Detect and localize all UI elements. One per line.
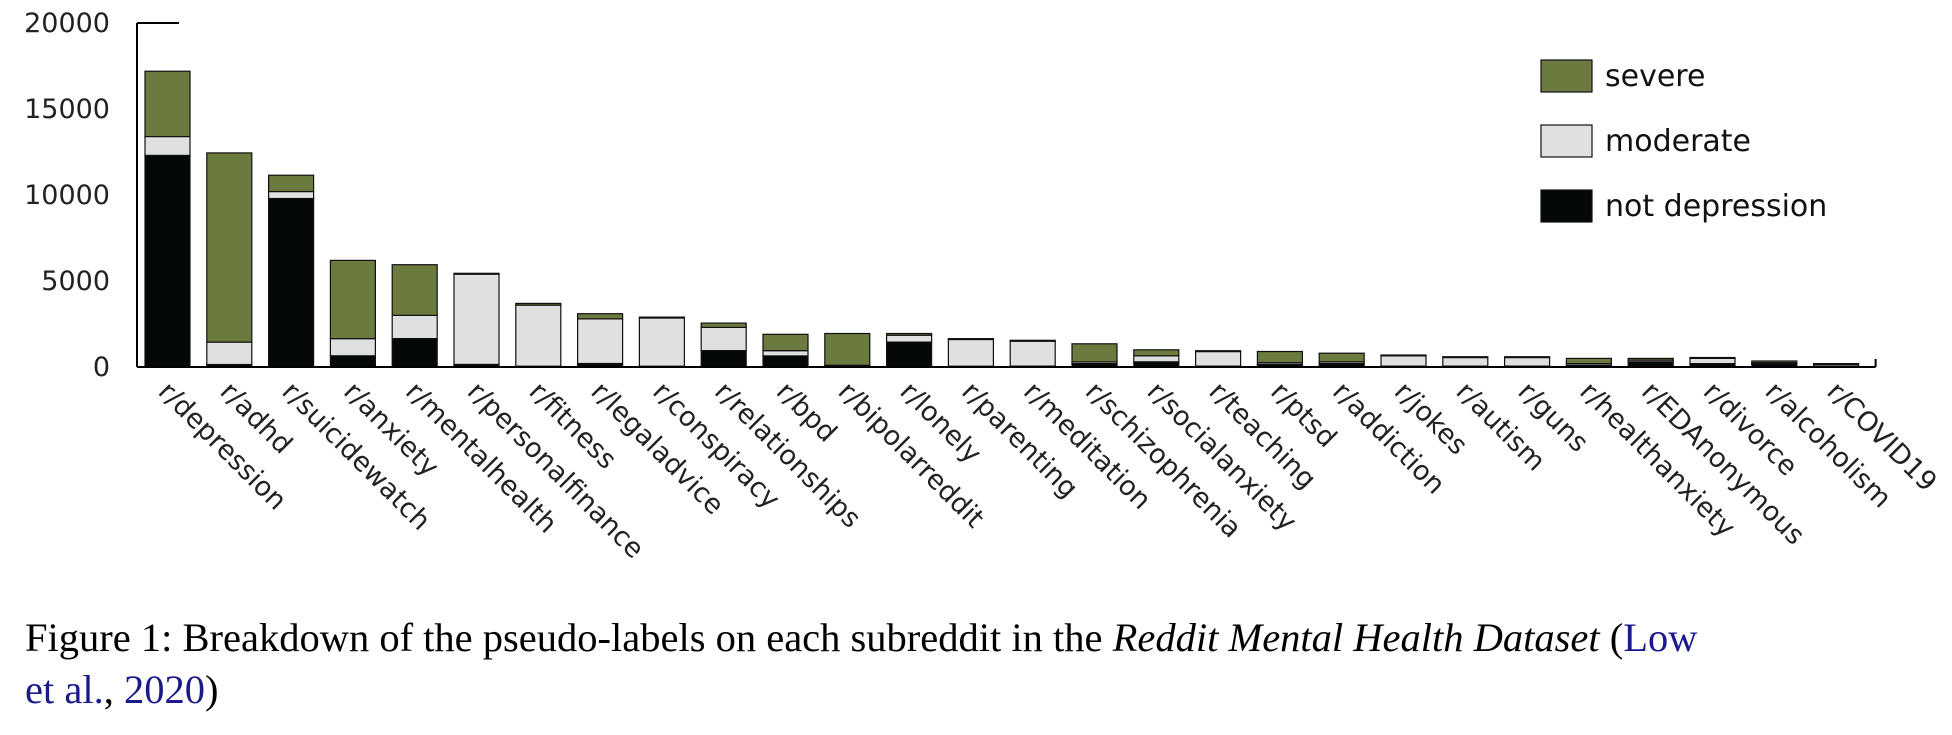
legend-swatch-moderate <box>1540 124 1593 158</box>
bar-segment-moderate <box>329 338 376 357</box>
bar-segment-moderate <box>638 317 686 367</box>
bar-segment-severe <box>1194 350 1242 353</box>
bar-segment-severe <box>824 332 871 366</box>
bar-segment-not-depression <box>391 338 438 368</box>
bar-segment-moderate <box>1380 355 1427 367</box>
bar-segment-severe <box>947 338 995 341</box>
legend-label-severe: severe <box>1605 59 1705 94</box>
citation-link-author[interactable]: Low <box>1623 615 1698 660</box>
chart: 0 5000 10000 15000 20000 r/depression r/adhd r/… <box>24 8 1942 565</box>
caption-open-paren: ( <box>1599 615 1624 660</box>
bar-segment-moderate <box>1009 340 1056 367</box>
stacked-bar-chart: 05000100001500020000r/depressionr/adhdr/… <box>24 8 1942 565</box>
bar-segment-moderate <box>206 341 253 366</box>
caption-comma: , <box>103 667 124 712</box>
bar-segment-moderate <box>1442 356 1489 367</box>
figure-caption: Figure 1: Breakdown of the pseudo-labels… <box>25 612 1935 716</box>
caption-dataset-title: Reddit Mental Health Dataset <box>1112 615 1600 660</box>
y-tick-label: 20000 <box>24 8 110 39</box>
legend-swatch-severe <box>1540 59 1593 93</box>
bar-segment-severe <box>1689 356 1736 359</box>
bar-segment-not-depression <box>762 355 809 368</box>
bar-segment-severe <box>1009 339 1056 342</box>
bar-segment-moderate <box>453 273 500 366</box>
bar-segment-moderate <box>268 191 315 200</box>
bar-segment-moderate <box>947 338 995 367</box>
bar-segment-severe <box>1751 360 1798 364</box>
bar-segment-severe <box>1565 357 1613 365</box>
bar-segment-severe <box>1256 350 1304 364</box>
bar-segment-not-depression <box>700 350 747 368</box>
bar-segment-moderate <box>762 350 809 357</box>
bar-segment-severe <box>453 272 500 275</box>
bar-segment-moderate <box>515 304 562 367</box>
bar-segment-severe <box>762 333 809 352</box>
bar-segment-not-depression <box>268 197 315 368</box>
legend-label-not-depression: not depression <box>1605 189 1827 224</box>
caption-close-paren: ) <box>204 667 219 712</box>
y-tick-label: 10000 <box>24 180 110 211</box>
bar-segment-moderate <box>885 334 933 343</box>
bar-segment-severe <box>1627 357 1674 361</box>
bar-segment-severe <box>268 174 315 193</box>
y-tick-label: 15000 <box>24 94 110 125</box>
bar-segment-not-depression <box>329 355 376 368</box>
bar-segment-severe <box>638 316 686 319</box>
bar-segment-severe <box>885 332 933 336</box>
legend-swatch-not-depression <box>1540 189 1593 223</box>
bar-segment-severe <box>1071 343 1118 363</box>
bar-segment-moderate <box>1133 355 1180 363</box>
bar-segment-moderate <box>1503 356 1551 367</box>
bar-segment-not-depression <box>885 341 933 368</box>
bar-segment-moderate <box>576 318 624 365</box>
legend-label-moderate: moderate <box>1605 124 1751 159</box>
y-tick-label: 0 <box>93 352 110 383</box>
bar-segment-moderate <box>1689 357 1736 365</box>
bar-segment-severe <box>1133 349 1180 357</box>
bar-segment-severe <box>515 302 562 306</box>
citation-link-etal[interactable]: et al. <box>25 667 104 712</box>
bar-segment-moderate <box>391 314 438 340</box>
bar-segment-moderate <box>700 326 747 352</box>
y-tick-label: 5000 <box>41 266 110 297</box>
bar-segment-not-depression <box>144 154 191 368</box>
bar-segment-severe <box>329 259 376 340</box>
bar-segment-severe <box>1503 356 1551 359</box>
bar-segment-moderate <box>144 135 191 156</box>
bar-segment-severe <box>206 152 253 343</box>
bar-segment-moderate <box>1194 350 1242 367</box>
bar-segment-severe <box>144 70 191 138</box>
bar-segment-severe <box>1812 363 1860 366</box>
bar-segment-severe <box>576 313 624 320</box>
bars-layer <box>144 70 1860 368</box>
bar-segment-severe <box>391 264 438 317</box>
legend: severe moderate not depression <box>1540 59 1827 224</box>
citation-link-year[interactable]: 2020 <box>123 667 205 712</box>
bar-segment-severe <box>1380 354 1427 357</box>
caption-prefix: Figure 1: Breakdown of the pseudo-labels… <box>25 615 1113 660</box>
bar-segment-severe <box>1442 356 1489 359</box>
bar-segment-severe <box>1318 352 1365 363</box>
bar-segment-severe <box>700 322 747 329</box>
